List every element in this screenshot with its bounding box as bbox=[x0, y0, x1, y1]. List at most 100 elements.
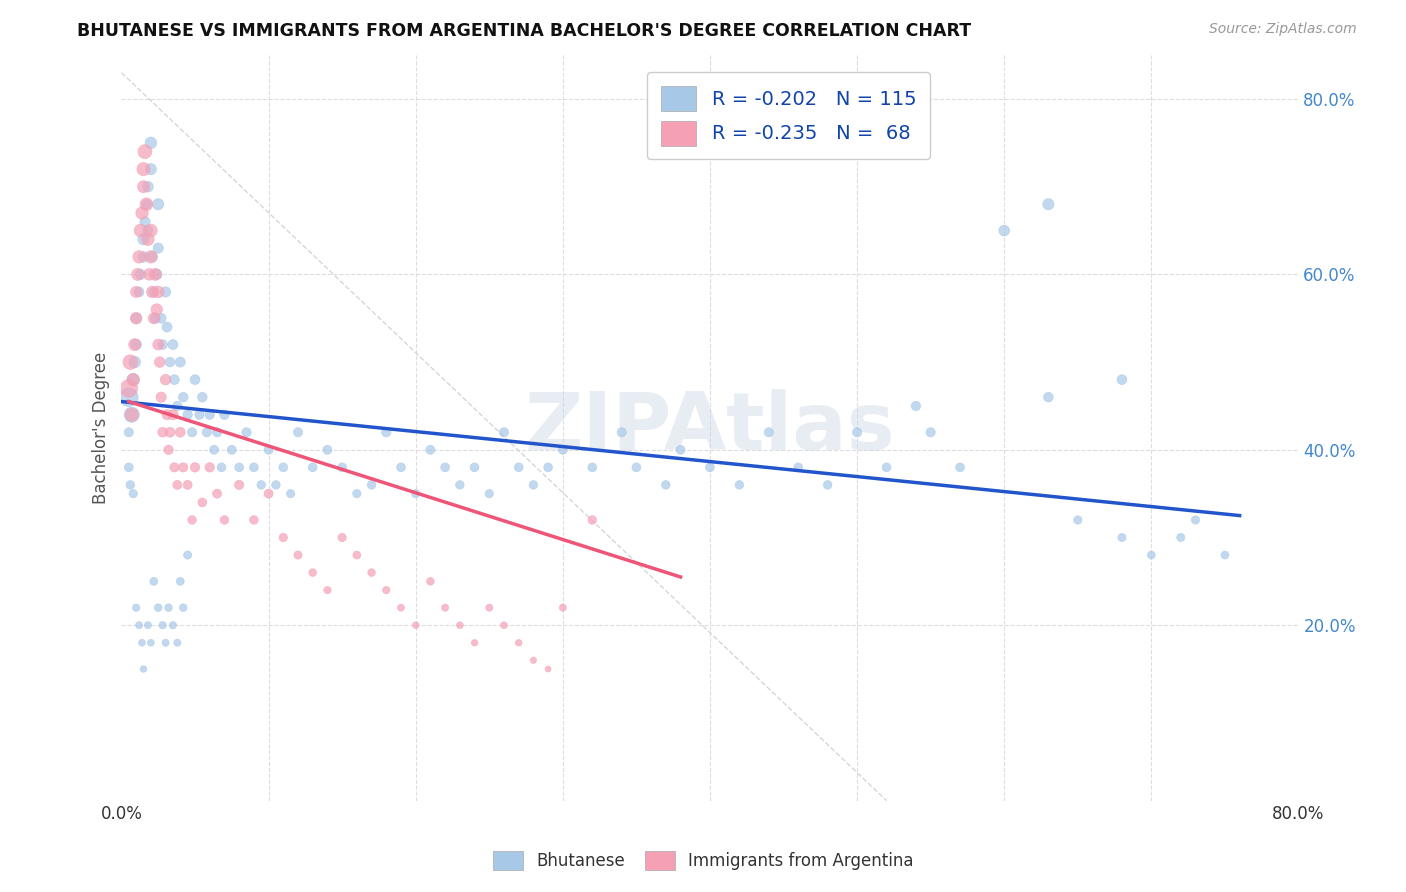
Point bbox=[132, 162, 155, 177]
Point bbox=[699, 460, 721, 475]
Point bbox=[330, 531, 353, 545]
Point bbox=[492, 425, 515, 440]
Point bbox=[141, 250, 163, 264]
Point bbox=[184, 460, 207, 475]
Point bbox=[537, 662, 560, 676]
Point bbox=[148, 600, 170, 615]
Point bbox=[143, 268, 166, 282]
Point bbox=[434, 460, 457, 475]
Point bbox=[139, 136, 162, 150]
Point bbox=[128, 618, 150, 632]
Point bbox=[949, 460, 972, 475]
Point bbox=[1184, 513, 1206, 527]
Point bbox=[122, 373, 145, 387]
Point bbox=[257, 442, 280, 457]
Point bbox=[124, 337, 146, 351]
Point bbox=[211, 460, 233, 475]
Point bbox=[287, 548, 309, 562]
Text: BHUTANESE VS IMMIGRANTS FROM ARGENTINA BACHELOR'S DEGREE CORRELATION CHART: BHUTANESE VS IMMIGRANTS FROM ARGENTINA B… bbox=[77, 22, 972, 40]
Point bbox=[257, 486, 280, 500]
Point bbox=[145, 302, 167, 317]
Point bbox=[787, 460, 810, 475]
Point bbox=[181, 425, 204, 440]
Point bbox=[228, 460, 250, 475]
Point bbox=[492, 618, 515, 632]
Point bbox=[129, 268, 152, 282]
Point bbox=[157, 600, 180, 615]
Point bbox=[132, 232, 155, 246]
Y-axis label: Bachelor's Degree: Bachelor's Degree bbox=[93, 351, 110, 504]
Point bbox=[1067, 513, 1090, 527]
Point bbox=[214, 513, 236, 527]
Point bbox=[184, 373, 207, 387]
Point bbox=[166, 399, 188, 413]
Point bbox=[150, 390, 173, 404]
Point bbox=[122, 373, 145, 387]
Point bbox=[508, 636, 530, 650]
Point bbox=[280, 486, 302, 500]
Point bbox=[449, 618, 471, 632]
Point bbox=[134, 215, 156, 229]
Point bbox=[1038, 197, 1060, 211]
Point bbox=[148, 197, 170, 211]
Point bbox=[162, 618, 184, 632]
Point bbox=[166, 478, 188, 492]
Point bbox=[156, 320, 179, 334]
Point bbox=[148, 241, 170, 255]
Point bbox=[195, 425, 218, 440]
Point bbox=[125, 285, 148, 299]
Point bbox=[181, 513, 204, 527]
Point bbox=[163, 373, 186, 387]
Point bbox=[145, 268, 167, 282]
Point bbox=[581, 460, 603, 475]
Point bbox=[148, 285, 170, 299]
Point bbox=[728, 478, 751, 492]
Point bbox=[405, 618, 427, 632]
Point bbox=[205, 425, 228, 440]
Point bbox=[169, 355, 191, 369]
Point bbox=[655, 478, 678, 492]
Legend: Bhutanese, Immigrants from Argentina: Bhutanese, Immigrants from Argentina bbox=[486, 844, 920, 877]
Point bbox=[1170, 531, 1192, 545]
Point bbox=[156, 408, 179, 422]
Point bbox=[132, 179, 155, 194]
Text: ZIPAtlas: ZIPAtlas bbox=[524, 389, 896, 467]
Point bbox=[522, 478, 544, 492]
Point bbox=[1140, 548, 1163, 562]
Point bbox=[118, 425, 141, 440]
Point bbox=[287, 425, 309, 440]
Point bbox=[172, 390, 194, 404]
Point bbox=[155, 285, 177, 299]
Point bbox=[135, 197, 157, 211]
Point bbox=[758, 425, 780, 440]
Point bbox=[176, 478, 198, 492]
Point bbox=[301, 460, 323, 475]
Point bbox=[250, 478, 273, 492]
Point bbox=[121, 408, 143, 422]
Point bbox=[316, 442, 339, 457]
Point bbox=[1111, 531, 1133, 545]
Point bbox=[169, 574, 191, 589]
Point bbox=[136, 179, 159, 194]
Point bbox=[162, 408, 184, 422]
Point bbox=[132, 250, 155, 264]
Point bbox=[205, 486, 228, 500]
Point bbox=[157, 442, 180, 457]
Point bbox=[271, 531, 294, 545]
Point bbox=[419, 442, 441, 457]
Point bbox=[150, 311, 173, 326]
Point bbox=[214, 408, 236, 422]
Point bbox=[162, 337, 184, 351]
Point bbox=[669, 442, 692, 457]
Point bbox=[169, 425, 191, 440]
Point bbox=[904, 399, 927, 413]
Point bbox=[581, 513, 603, 527]
Point bbox=[125, 311, 148, 326]
Point bbox=[346, 486, 368, 500]
Point bbox=[360, 478, 382, 492]
Point bbox=[122, 486, 145, 500]
Point bbox=[127, 268, 149, 282]
Point bbox=[271, 460, 294, 475]
Point bbox=[405, 486, 427, 500]
Point bbox=[198, 408, 221, 422]
